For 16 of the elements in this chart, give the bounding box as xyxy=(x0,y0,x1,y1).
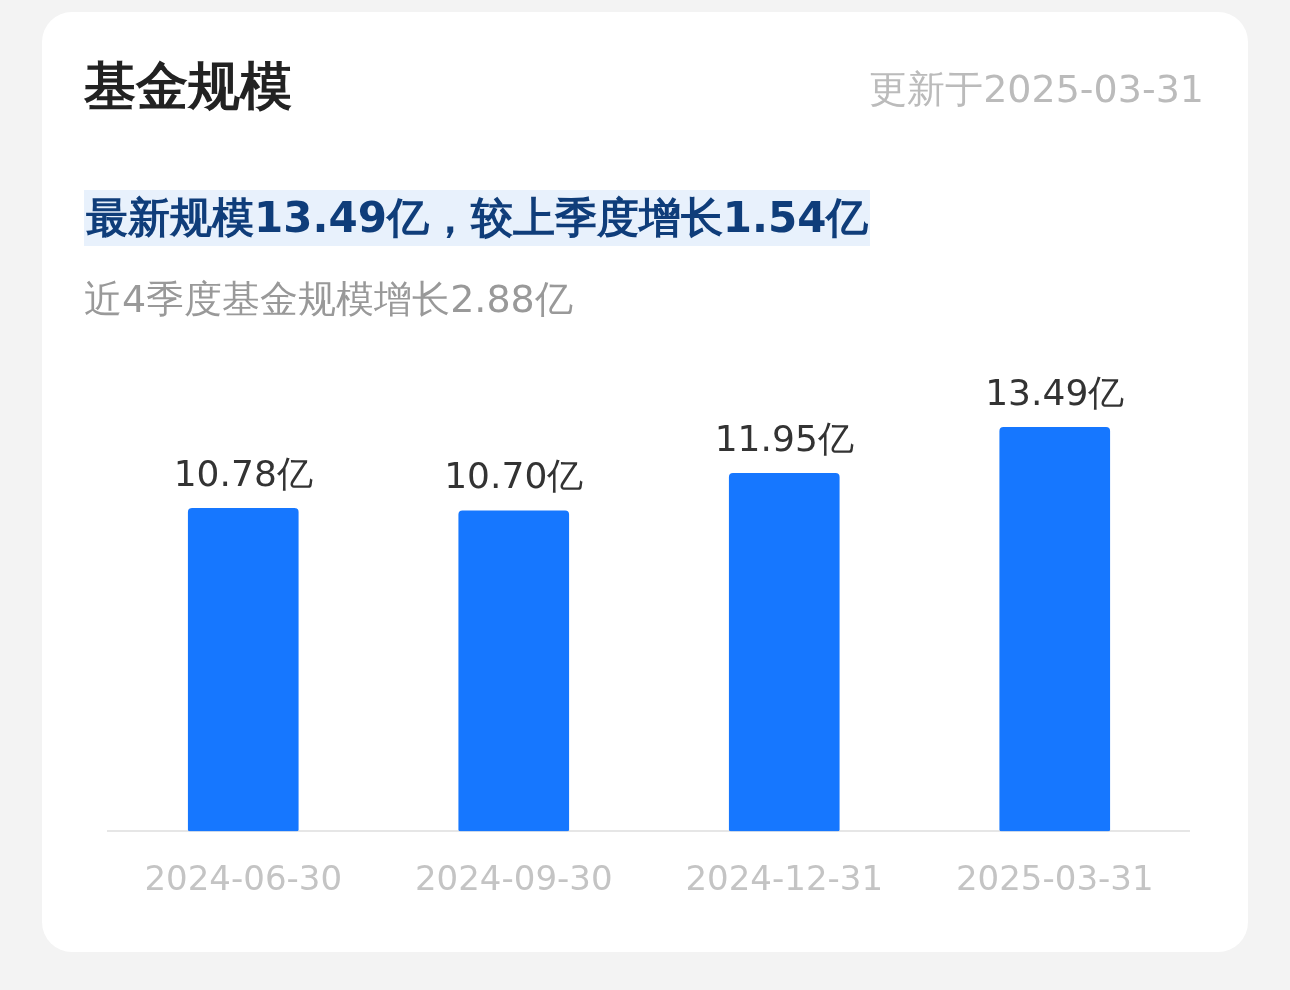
data-label: 11.95亿 xyxy=(714,417,854,459)
text: 更新于2025-03-31 xyxy=(869,66,1204,113)
bar xyxy=(458,510,570,832)
data-label: 10.70亿 xyxy=(444,455,584,497)
chart-title: 基金规模 xyxy=(84,55,292,118)
chart-subtitle: 最新规模13.49亿，较上季度增长1.54亿 xyxy=(84,190,871,246)
x-tick-label: 2025-03-31 xyxy=(955,858,1154,899)
bar xyxy=(187,508,299,832)
bar xyxy=(999,426,1111,832)
data-label: 13.49亿 xyxy=(985,371,1125,413)
x-tick-label: 2024-06-30 xyxy=(144,858,343,899)
text: 近4季度基金规模增长2.88亿 xyxy=(84,276,573,323)
x-tick-label: 2024-09-30 xyxy=(414,858,613,899)
data-label: 10.78亿 xyxy=(173,452,313,494)
bar xyxy=(728,473,840,832)
x-tick-label: 2024-12-31 xyxy=(685,858,884,899)
